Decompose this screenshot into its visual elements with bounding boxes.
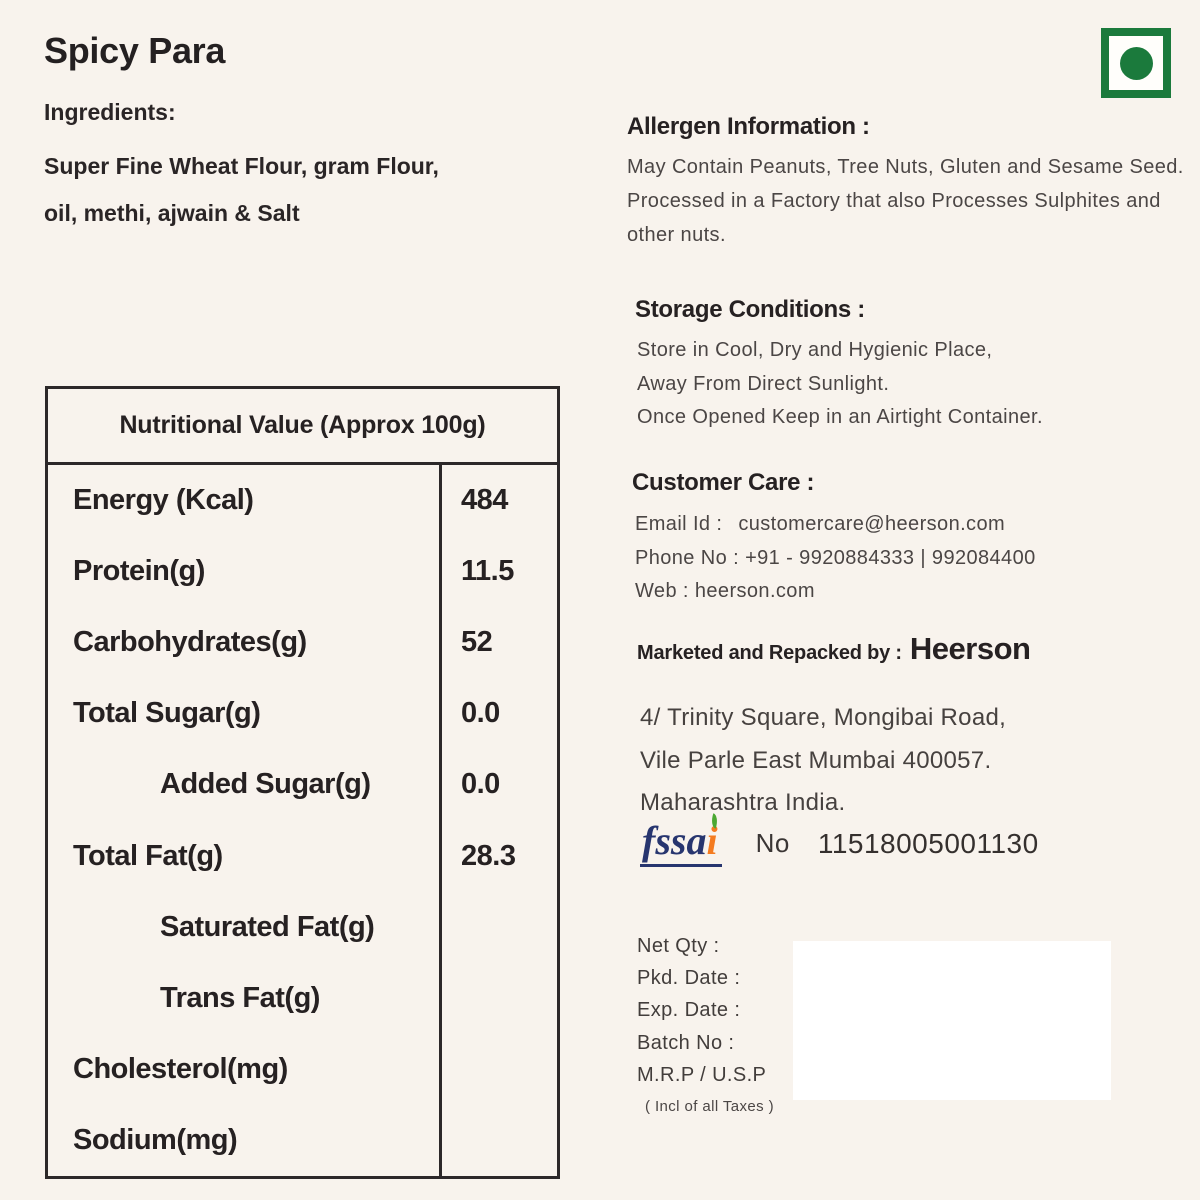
fssai-logo-text: fssa: [642, 818, 707, 863]
email-label: Email Id :: [635, 513, 723, 535]
nutrition-row-value: 11.5: [461, 555, 514, 588]
customer-care-phone-line: Phone No : +91 - 9920884333 | 992084400: [635, 542, 1036, 576]
nutrition-table-body: Energy (Kcal) Protein(g) Carbohydrates(g…: [48, 465, 557, 1176]
fssai-license-number: 11518005001130: [817, 827, 1039, 859]
fssai-logo: fssai: [640, 813, 722, 867]
pack-label-pkd-date: Pkd. Date :: [637, 967, 741, 990]
ingredients-heading: Ingredients:: [44, 99, 176, 125]
storage-heading: Storage Conditions :: [635, 296, 865, 323]
nutrition-row-label: Energy (Kcal): [73, 484, 254, 517]
web-value: heerson.com: [694, 580, 815, 602]
storage-line: Once Opened Keep in an Airtight Containe…: [637, 406, 1043, 428]
fssai-logo-i: i: [706, 818, 718, 863]
product-title: Spicy Para: [44, 30, 226, 71]
nutrition-table-title: Nutritional Value (Approx 100g): [48, 389, 557, 465]
phone-label: Phone No :: [635, 546, 740, 569]
allergen-heading: Allergen Information :: [627, 113, 870, 140]
pack-label-exp-date: Exp. Date :: [637, 999, 741, 1022]
marketer-label: Marketed and Repacked by :: [637, 642, 902, 664]
nutrition-row-value: [442, 1034, 557, 1105]
nutrition-row-value: [442, 1105, 557, 1176]
nutrition-row-label: Added Sugar(g): [160, 768, 371, 801]
blank-fill-area: [793, 941, 1111, 1100]
pack-details: Net Qty : Pkd. Date : Exp. Date : Batch …: [637, 930, 766, 1091]
allergen-line: May Contain Peanuts, Tree Nuts, Gluten a…: [627, 156, 1184, 178]
nutrition-table: Nutritional Value (Approx 100g) Energy (…: [45, 386, 560, 1179]
brand-name: Heerson: [909, 631, 1031, 666]
marketer-line: Marketed and Repacked by : Heerson: [637, 631, 1031, 667]
address-line: 4/ Trinity Square, Mongibai Road,: [640, 704, 1007, 731]
address-line: Vile Parle East Mumbai 400057.: [640, 746, 992, 774]
nutrition-row-label: Saturated Fat(g): [160, 910, 375, 943]
nutrition-row-value: 484: [461, 484, 508, 517]
nutrition-row-label: Trans Fat(g): [160, 981, 320, 1014]
storage-line: Away From Direct Sunlight.: [637, 372, 890, 395]
address-line: Maharashtra India.: [640, 789, 846, 816]
nutrition-row-value: 0.0: [461, 768, 500, 801]
ingredients-line: oil, methi, ajwain & Salt: [44, 200, 300, 226]
pack-label-net-qty: Net Qty :: [637, 935, 720, 957]
nutrition-value-column: 484 11.5 52 0.0 0.0 28.3: [439, 465, 557, 1176]
nutrition-row-value: 0.0: [461, 697, 500, 730]
vegetarian-mark-icon: [1101, 28, 1171, 98]
nutrition-label-column: Energy (Kcal) Protein(g) Carbohydrates(g…: [48, 465, 439, 1176]
fssai-no-label: No: [755, 828, 790, 858]
pack-label-batch-no: Batch No :: [637, 1031, 735, 1054]
storage-text: Store in Cool, Dry and Hygienic Place, A…: [637, 334, 1043, 435]
storage-line: Store in Cool, Dry and Hygienic Place,: [637, 339, 993, 361]
nutrition-row-label: Protein(g): [73, 555, 205, 588]
tax-note: ( Incl of all Taxes ): [645, 1098, 775, 1115]
customer-care-text: Email Id : customercare@heerson.com Phone…: [635, 508, 1036, 609]
customer-care-heading: Customer Care :: [632, 469, 815, 496]
allergen-line: Processed in a Factory that also Process…: [627, 190, 1161, 212]
nutrition-row-value: 28.3: [461, 839, 516, 872]
nutrition-row-label: Cholesterol(mg): [73, 1052, 288, 1085]
nutrition-row-value: [442, 963, 557, 1034]
email-value: customercare@heerson.com: [738, 513, 1006, 535]
allergen-text: May Contain Peanuts, Tree Nuts, Gluten a…: [627, 150, 1184, 252]
nutrition-row-value: 52: [461, 626, 493, 659]
customer-care-web-line: Web : heerson.com: [635, 575, 1036, 609]
phone-value: +91 - 9920884333 | 992084400: [745, 546, 1036, 569]
allergen-line: other nuts.: [627, 224, 726, 246]
marketer-address: 4/ Trinity Square, Mongibai Road, Vile P…: [640, 697, 1006, 825]
nutrition-row-label: Total Sugar(g): [73, 697, 261, 730]
nutrition-row-label: Sodium(mg): [73, 1123, 238, 1156]
vegetarian-dot-icon: [1119, 46, 1153, 80]
customer-care-email-line: Email Id : customercare@heerson.com: [635, 508, 1036, 542]
ingredients-line: Super Fine Wheat Flour, gram Flour,: [44, 153, 439, 179]
web-label: Web :: [635, 580, 689, 602]
nutrition-row-label: Total Fat(g): [73, 839, 223, 872]
pack-label-mrp: M.R.P / U.S.P: [637, 1063, 767, 1086]
fssai-license-row: fssai No 11518005001130: [640, 813, 1039, 867]
nutrition-row-value: [442, 892, 557, 963]
nutrition-row-label: Carbohydrates(g): [73, 626, 307, 659]
